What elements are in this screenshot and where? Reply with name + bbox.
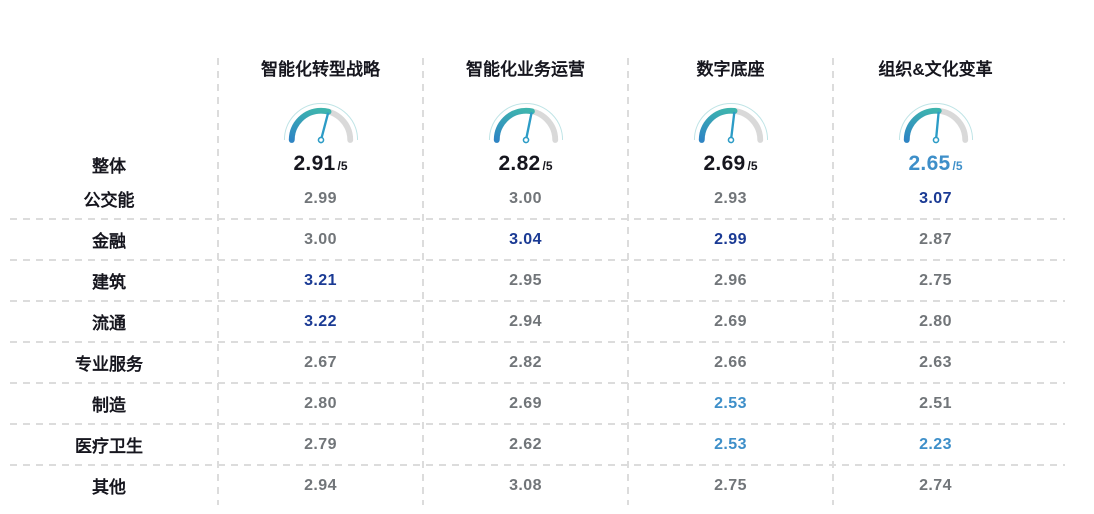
row-label: 流通 (92, 314, 126, 333)
value-cell: 2.51 (919, 394, 952, 412)
value-cell: 2.87 (919, 230, 952, 248)
row-divider (10, 259, 1065, 261)
column-header-strategy: 智能化转型战略 (218, 55, 423, 146)
table-row-professional-services: 专业服务 2.67 2.82 2.66 2.63 (0, 342, 1038, 383)
gauge-icon (898, 103, 973, 144)
row-label: 公交能 (83, 191, 135, 210)
column-title: 组织&文化变革 (878, 60, 993, 79)
value-cell: 2.63 (919, 353, 952, 371)
column-title: 智能化转型战略 (261, 60, 380, 79)
value-cell: 2.74 (919, 476, 952, 494)
value-cell: 3.07 (919, 189, 952, 207)
value-cell: 3.00 (509, 189, 542, 207)
value-cell: 2.95 (509, 271, 542, 289)
value-cell: 2.94 (509, 312, 542, 330)
header-row: 智能化转型战略 智能化业务运营 (0, 55, 1038, 150)
column-title: 智能化业务运营 (466, 60, 585, 79)
overall-score: 2.69/5 (703, 152, 758, 175)
value-cell: 2.80 (304, 394, 337, 412)
table-row-distribution: 流通 3.22 2.94 2.69 2.80 (0, 301, 1038, 342)
gauge-icon (283, 103, 358, 144)
gauge-icon (693, 103, 768, 144)
column-divider (627, 58, 629, 505)
row-label: 医疗卫生 (75, 437, 143, 456)
row-label: 其他 (92, 478, 126, 497)
value-cell: 2.94 (304, 476, 337, 494)
table-row-construction: 建筑 3.21 2.95 2.96 2.75 (0, 260, 1038, 301)
value-cell: 2.53 (714, 435, 747, 453)
value-cell: 2.23 (919, 435, 952, 453)
value-cell: 2.69 (714, 312, 747, 330)
row-label-overall: 整体 (92, 156, 126, 176)
overall-score: 2.82/5 (498, 152, 553, 175)
row-label: 专业服务 (75, 355, 143, 374)
value-cell: 2.62 (509, 435, 542, 453)
column-header-org-culture: 组织&文化变革 (833, 55, 1038, 146)
table-row-finance: 金融 3.00 3.04 2.99 2.87 (0, 219, 1038, 260)
value-cell: 2.99 (304, 189, 337, 207)
table-row-healthcare: 医疗卫生 2.79 2.62 2.53 2.23 (0, 424, 1038, 465)
row-divider (10, 382, 1065, 384)
column-header-digital-base: 数字底座 (628, 55, 833, 146)
value-cell: 3.08 (509, 476, 542, 494)
column-divider (832, 58, 834, 505)
value-cell: 2.99 (714, 230, 747, 248)
row-label: 制造 (92, 396, 126, 415)
value-cell: 2.75 (919, 271, 952, 289)
row-divider (10, 218, 1065, 220)
table-row-other: 其他 2.94 3.08 2.75 2.74 (0, 465, 1038, 506)
value-cell: 2.80 (919, 312, 952, 330)
value-cell: 2.69 (509, 394, 542, 412)
value-cell: 2.75 (714, 476, 747, 494)
row-divider (10, 464, 1065, 466)
column-title: 数字底座 (696, 60, 765, 79)
row-divider (10, 423, 1065, 425)
overall-row: 整体 2.91/5 2.82/5 2.69/5 2.65/5 (0, 150, 1038, 178)
overall-score: 2.65/5 (908, 152, 963, 175)
value-cell: 2.96 (714, 271, 747, 289)
column-divider (422, 58, 424, 505)
value-cell: 3.04 (509, 230, 542, 248)
value-cell: 3.00 (304, 230, 337, 248)
column-divider (217, 58, 219, 505)
score-matrix: 智能化转型战略 智能化业务运营 (0, 55, 1038, 506)
row-divider (10, 341, 1065, 343)
value-cell: 2.66 (714, 353, 747, 371)
row-label: 建筑 (92, 273, 126, 292)
value-cell: 2.53 (714, 394, 747, 412)
overall-score: 2.91/5 (293, 152, 348, 175)
row-label: 金融 (92, 232, 126, 251)
row-divider (10, 300, 1065, 302)
table-row-public-transport-energy: 公交能 2.99 3.00 2.93 3.07 (0, 178, 1038, 219)
value-cell: 2.79 (304, 435, 337, 453)
gauge-icon (488, 103, 563, 144)
table-row-manufacturing: 制造 2.80 2.69 2.53 2.51 (0, 383, 1038, 424)
value-cell: 3.22 (304, 312, 337, 330)
value-cell: 2.67 (304, 353, 337, 371)
value-cell: 3.21 (304, 271, 337, 289)
value-cell: 2.82 (509, 353, 542, 371)
column-header-operations: 智能化业务运营 (423, 55, 628, 146)
value-cell: 2.93 (714, 189, 747, 207)
